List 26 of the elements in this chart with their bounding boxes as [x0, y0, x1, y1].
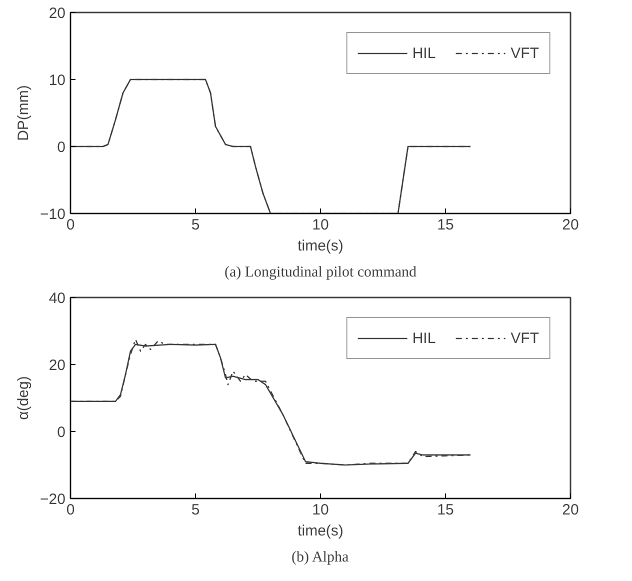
y-tick-label: −10 — [40, 206, 66, 223]
legend-label: HIL — [412, 330, 436, 346]
x-tick-label: 10 — [312, 502, 329, 518]
y-tick-label: 20 — [48, 5, 66, 22]
x-tick-label: 20 — [562, 216, 579, 234]
x-axis-title: time(s) — [298, 238, 344, 254]
y-tick-label: 20 — [48, 357, 66, 374]
text: (b) Alpha — [292, 550, 349, 566]
y-axis-title: DP(mm) — [15, 85, 32, 141]
y-tick-label: 0 — [57, 139, 66, 156]
x-tick-label: 20 — [562, 502, 579, 518]
y-tick-label: 10 — [48, 72, 66, 89]
text: (a) Longitudinal pilot command — [224, 264, 418, 280]
y-axis-title: α(deg) — [15, 376, 32, 420]
legend-label: VFT — [510, 330, 539, 346]
x-tick-label: 10 — [312, 216, 329, 234]
x-tick-label: 15 — [437, 216, 454, 234]
x-axis-title: time(s) — [298, 522, 344, 540]
y-tick-label: −20 — [40, 491, 66, 508]
legend-label: HIL — [412, 44, 436, 62]
x-tick-label: 5 — [191, 216, 200, 234]
legend-label: VFT — [510, 44, 539, 62]
x-tick-label: 15 — [437, 502, 454, 518]
x-tick-label: 5 — [191, 502, 200, 518]
y-tick-label: 40 — [48, 290, 66, 307]
y-tick-label: 0 — [57, 424, 66, 441]
